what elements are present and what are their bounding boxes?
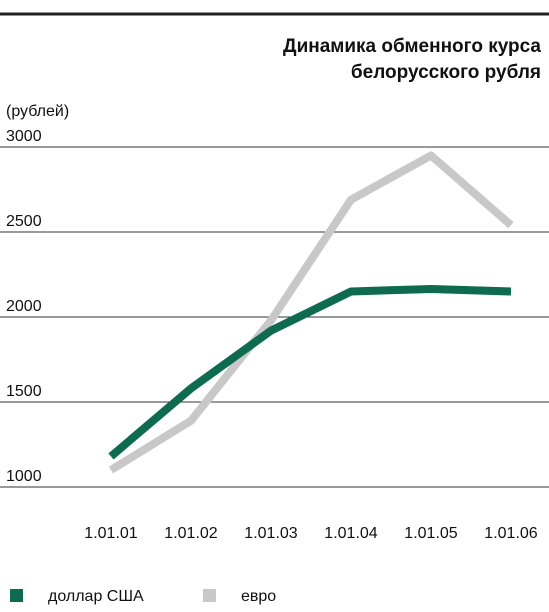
y-tick-label: 2500: [6, 213, 42, 230]
legend-swatch: [203, 589, 216, 602]
x-tick-label: 1.01.04: [324, 525, 377, 542]
y-tick-label: 1000: [6, 468, 42, 485]
y-tick-label: 1500: [6, 383, 42, 400]
chart-title: Динамика обменного курса белорусского ру…: [283, 36, 541, 83]
x-tick-label: 1.01.01: [84, 525, 137, 542]
y-tick-label: 2000: [6, 298, 42, 315]
legend-label: доллар США: [48, 588, 144, 605]
x-tick-label: 1.01.05: [404, 525, 457, 542]
legend-label: евро: [241, 588, 276, 605]
series-line: [108, 284, 512, 460]
x-tick-label: 1.01.03: [244, 525, 297, 542]
y-tick-label: 3000: [6, 128, 42, 145]
y-axis-label: (рублей): [6, 103, 69, 120]
legend-swatch: [10, 589, 23, 602]
series-line: [108, 151, 514, 474]
x-tick-label: 1.01.02: [164, 525, 217, 542]
x-tick-label: 1.01.06: [484, 525, 537, 542]
